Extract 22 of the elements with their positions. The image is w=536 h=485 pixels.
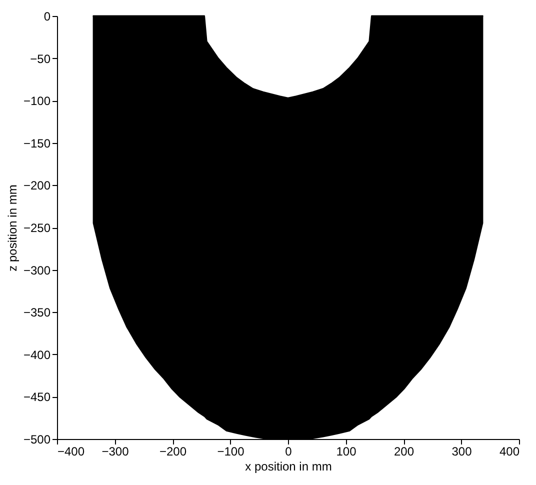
x-tick-label: −400 bbox=[58, 444, 85, 458]
y-tick-label: −450 bbox=[23, 390, 51, 404]
y-tick-label: −150 bbox=[23, 136, 51, 150]
y-tick-label: −100 bbox=[23, 94, 51, 108]
y-tick-label: −350 bbox=[23, 306, 51, 320]
x-tick-label: 200 bbox=[394, 444, 414, 458]
y-tick-label: −50 bbox=[30, 52, 51, 66]
x-tick-label: 300 bbox=[452, 444, 472, 458]
y-tick-label: −200 bbox=[23, 178, 51, 193]
x-tick-label: −200 bbox=[159, 444, 187, 458]
y-tick-label: 0 bbox=[44, 10, 51, 24]
x-tick-label: 400 bbox=[499, 444, 520, 458]
x-tick-label: 100 bbox=[336, 444, 357, 458]
x-tick-label: −100 bbox=[217, 444, 245, 458]
x-axis-title: x position in mm bbox=[245, 460, 332, 474]
x-tick-label: −300 bbox=[102, 444, 130, 458]
y-tick-label: −500 bbox=[23, 432, 51, 446]
y-tick-label: −300 bbox=[23, 263, 51, 278]
y-tick-label: −250 bbox=[23, 221, 51, 235]
y-tick-label: −400 bbox=[23, 348, 51, 362]
x-tick-label: 0 bbox=[285, 444, 292, 458]
y-axis-title: z position in mm bbox=[5, 184, 20, 272]
